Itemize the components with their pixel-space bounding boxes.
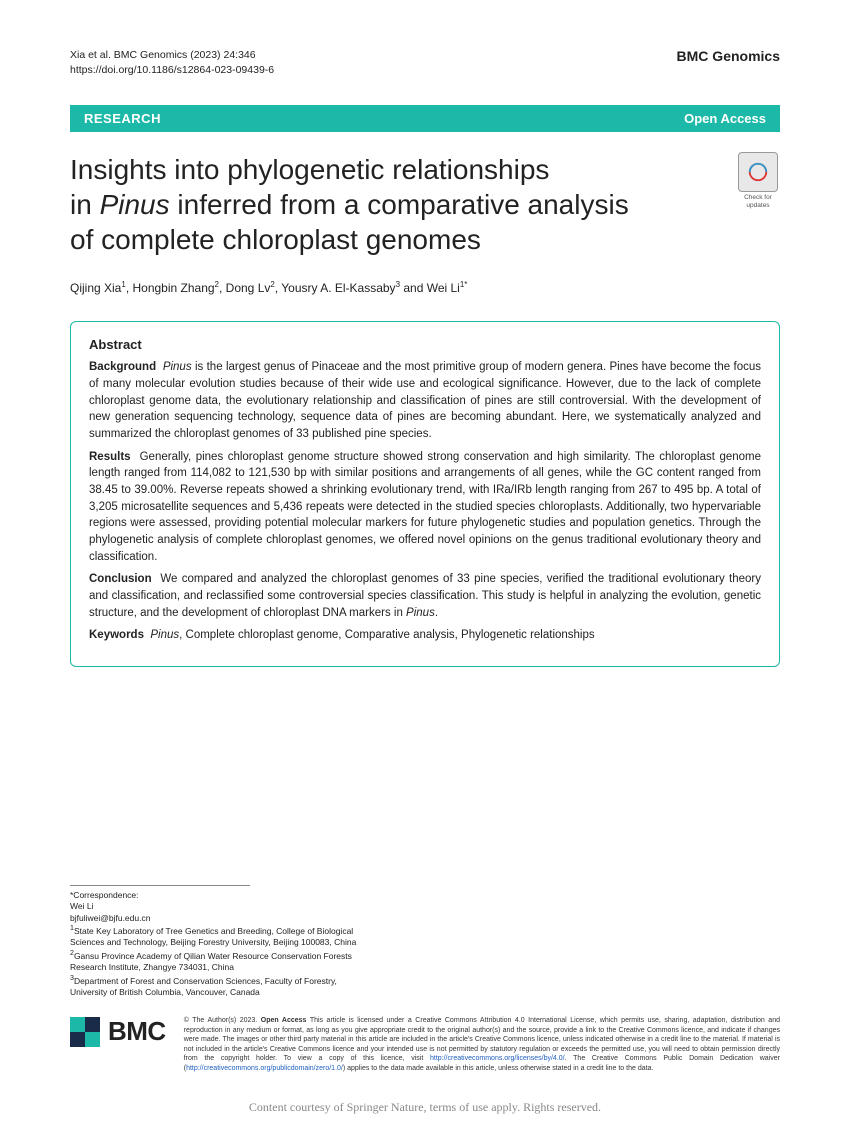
bmc-logo: BMC <box>70 1016 166 1047</box>
license-text: © The Author(s) 2023. Open Access This a… <box>184 1016 780 1073</box>
doi-line: https://doi.org/10.1186/s12864-023-09439… <box>70 63 274 78</box>
authors-line: Qijing Xia1, Hongbin Zhang2, Dong Lv2, Y… <box>70 279 780 297</box>
open-access-label: Open Access <box>684 111 766 126</box>
crossmark-icon <box>738 152 778 192</box>
license-link-1[interactable]: http://creativecommons.org/licenses/by/4… <box>430 1055 565 1062</box>
abstract-results: Results Generally, pines chloroplast gen… <box>89 449 761 566</box>
footer-area: *Correspondence: Wei Li bjfuliwei@bjfu.e… <box>70 885 780 1073</box>
citation-line: Xia et al. BMC Genomics (2023) 24:346 <box>70 48 274 63</box>
abstract-box: Abstract Background Pinus is the largest… <box>70 321 780 667</box>
check-updates-badge[interactable]: Check for updates <box>736 152 780 208</box>
footnote-divider <box>70 885 250 886</box>
abstract-background: Background Pinus is the largest genus of… <box>89 359 761 442</box>
abstract-keywords: Keywords Pinus, Complete chloroplast gen… <box>89 627 761 644</box>
license-link-2[interactable]: http://creativecommons.org/publicdomain/… <box>186 1065 343 1072</box>
journal-name: BMC Genomics <box>677 48 780 64</box>
bmc-logo-icon <box>70 1017 100 1047</box>
watermark: Content courtesy of Springer Nature, ter… <box>0 1100 850 1115</box>
correspondence-block: *Correspondence: Wei Li bjfuliwei@bjfu.e… <box>70 890 370 999</box>
abstract-conclusion: Conclusion We compared and analyzed the … <box>89 571 761 621</box>
citation-block: Xia et al. BMC Genomics (2023) 24:346 ht… <box>70 48 274 77</box>
abstract-heading: Abstract <box>89 336 761 355</box>
article-title: Insights into phylogenetic relationships… <box>70 152 716 257</box>
header-meta: Xia et al. BMC Genomics (2023) 24:346 ht… <box>70 48 780 77</box>
research-label: RESEARCH <box>84 111 161 126</box>
article-type-banner: RESEARCH Open Access <box>70 105 780 132</box>
